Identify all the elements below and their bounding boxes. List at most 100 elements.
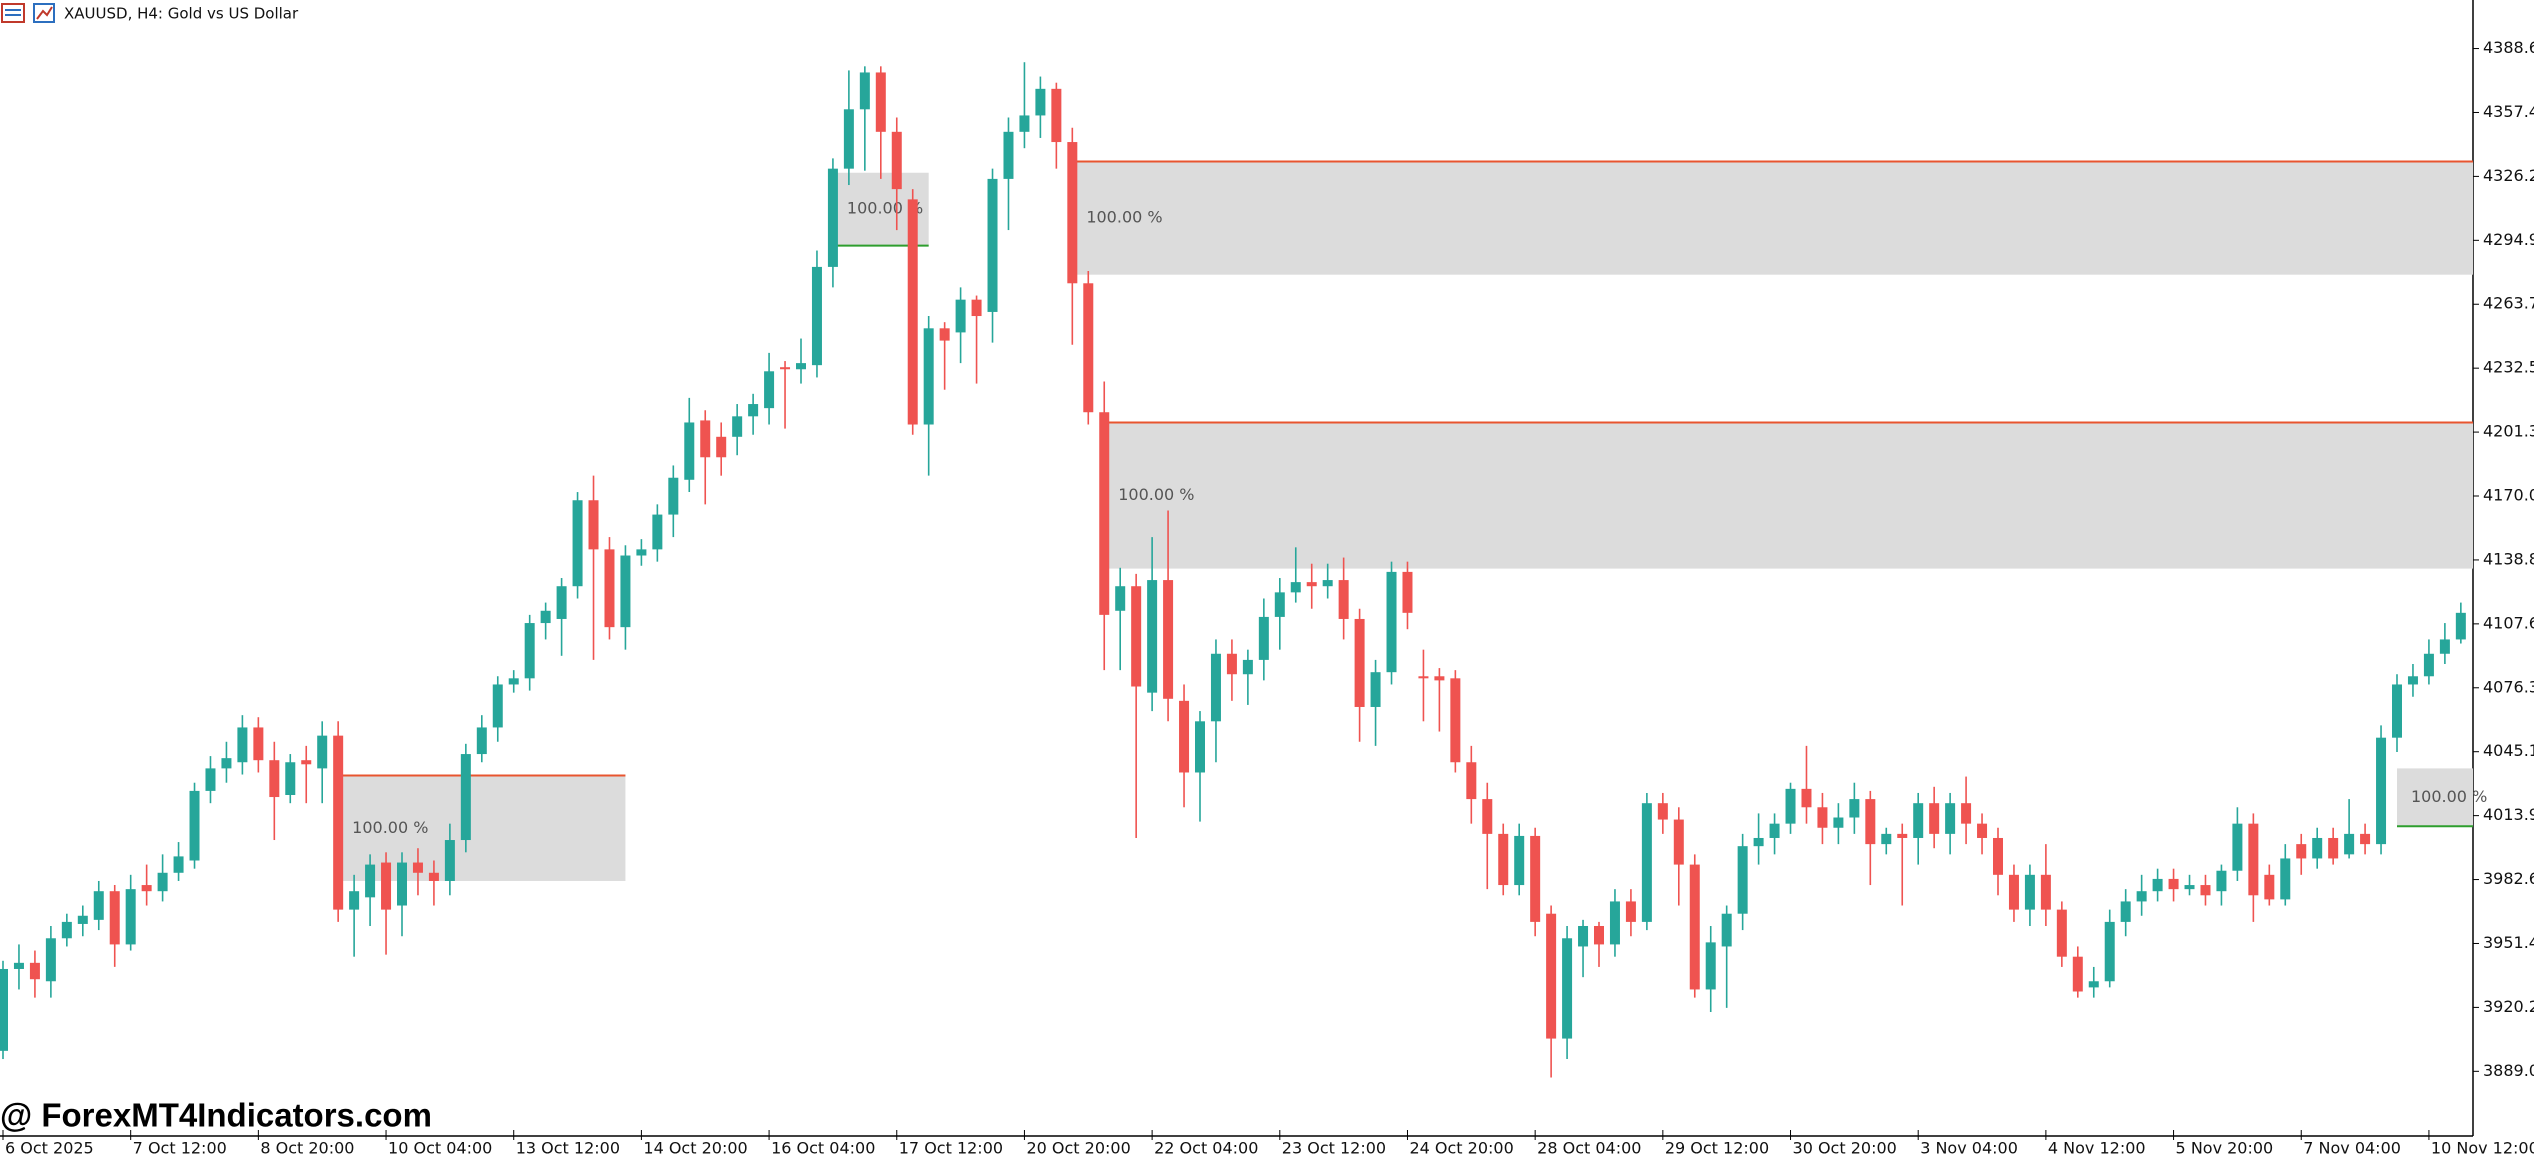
- candle-body: [349, 891, 360, 910]
- candle-body: [237, 727, 248, 763]
- y-tick-label: 4232.53: [2483, 358, 2534, 377]
- candle-body: [524, 623, 535, 679]
- candle-body: [1881, 833, 1892, 845]
- y-tick-label: 4076.38: [2483, 677, 2534, 696]
- candle-body: [732, 416, 743, 437]
- candle-body: [971, 299, 982, 317]
- candle-body: [2184, 885, 2195, 890]
- zones: 100.00 % 100.00 % 100.00 % 100.00 % 100.00 %: [338, 160, 2487, 881]
- candle-body: [508, 678, 519, 685]
- candle-body: [1210, 653, 1221, 722]
- candle-body: [333, 735, 344, 910]
- candle-body: [748, 404, 759, 417]
- candle-body: [492, 684, 503, 728]
- candle-body: [1530, 835, 1541, 922]
- y-tick-label: 4201.30: [2483, 422, 2534, 441]
- candle-body: [1833, 817, 1844, 828]
- candle-body: [412, 862, 423, 873]
- candle-body: [700, 420, 711, 458]
- candle-body: [1753, 837, 1764, 847]
- candle-body: [588, 500, 599, 550]
- candle-body: [843, 109, 854, 169]
- candle-body: [1290, 582, 1301, 593]
- candle-body: [2312, 837, 2323, 859]
- candle-body: [157, 872, 168, 892]
- y-tick-label: 4263.76: [2483, 294, 2534, 313]
- x-tick-label: 22 Oct 04:00: [1154, 1139, 1258, 1158]
- candle-body: [1338, 580, 1349, 619]
- x-tick-label: 23 Oct 12:00: [1282, 1139, 1386, 1158]
- candle-body: [1641, 803, 1652, 922]
- candle-body: [1226, 653, 1237, 675]
- candle-body: [1051, 88, 1062, 143]
- candle-body: [1402, 571, 1413, 613]
- candle-body: [668, 477, 679, 515]
- candle-body: [1035, 88, 1046, 116]
- candle-body: [125, 889, 136, 945]
- candle-body: [2024, 874, 2035, 910]
- candle-body: [301, 760, 312, 765]
- y-tick-label: 4357.45: [2483, 102, 2534, 121]
- candle-body: [1913, 803, 1924, 838]
- candle-body: [1115, 586, 1126, 611]
- candle-body: [1562, 938, 1573, 1039]
- candle-body: [1609, 901, 1620, 945]
- zone-box: [1104, 422, 2473, 569]
- candle-body: [620, 555, 631, 628]
- y-tick-label: 3951.46: [2483, 933, 2534, 952]
- candle-body: [1705, 942, 1716, 990]
- x-tick-label: 30 Oct 20:00: [1793, 1139, 1897, 1158]
- y-tick-label: 4388.68: [2483, 38, 2534, 57]
- candle-body: [2280, 858, 2291, 900]
- candle-body: [1897, 833, 1908, 838]
- candle-body: [1067, 142, 1078, 284]
- candle-body: [1817, 807, 1828, 828]
- x-tick-label: 8 Oct 20:00: [260, 1139, 354, 1158]
- candle-body: [109, 891, 120, 945]
- candle-body: [1466, 762, 1477, 800]
- candle-body: [381, 862, 392, 910]
- candle-body: [1578, 925, 1589, 947]
- y-tick-label: 4326.22: [2483, 166, 2534, 185]
- x-tick-label: 5 Nov 20:00: [2176, 1139, 2274, 1158]
- candle-body: [444, 840, 455, 881]
- y-tick-label: 3982.69: [2483, 869, 2534, 888]
- x-tick-label: 10 Nov 12:00: [2431, 1139, 2534, 1158]
- y-tick-label: 3889.00: [2483, 1061, 2534, 1080]
- candle-body: [317, 735, 328, 769]
- candle-body: [2040, 874, 2051, 910]
- candle-body: [1354, 618, 1365, 707]
- candle-body: [2120, 901, 2131, 922]
- candle-body: [811, 266, 822, 366]
- candle-body: [2232, 823, 2243, 871]
- candle-body: [1498, 833, 1509, 886]
- candle-body: [1865, 799, 1876, 845]
- y-tick-label: 4294.99: [2483, 230, 2534, 249]
- candle-body: [1721, 913, 1732, 947]
- candle-body: [285, 762, 296, 795]
- candle-body: [29, 962, 40, 980]
- y-tick-label: 4138.84: [2483, 549, 2534, 568]
- candle-body: [2423, 653, 2434, 677]
- candle-body: [939, 328, 950, 341]
- zone-label: 100.00 %: [352, 818, 428, 837]
- candle-body: [1195, 721, 1205, 773]
- candle-body: [796, 363, 806, 370]
- candle-body: [556, 586, 567, 619]
- candle-body: [987, 178, 998, 312]
- header-icons: [1, 3, 55, 23]
- candle-body: [1737, 846, 1748, 914]
- candle-body: [1147, 580, 1158, 693]
- candle-body: [891, 131, 902, 190]
- x-tick-label: 16 Oct 04:00: [771, 1139, 875, 1158]
- candle-body: [604, 549, 615, 628]
- candle-body: [1657, 803, 1668, 820]
- zone-label: 100.00 %: [2411, 787, 2487, 806]
- candle-body: [2136, 891, 2147, 902]
- candle-body: [1945, 803, 1956, 834]
- x-tick-label: 4 Nov 12:00: [2048, 1139, 2146, 1158]
- x-tick-label: 3 Nov 04:00: [1920, 1139, 2018, 1158]
- candle-body: [1785, 788, 1796, 824]
- candle-body: [428, 872, 439, 881]
